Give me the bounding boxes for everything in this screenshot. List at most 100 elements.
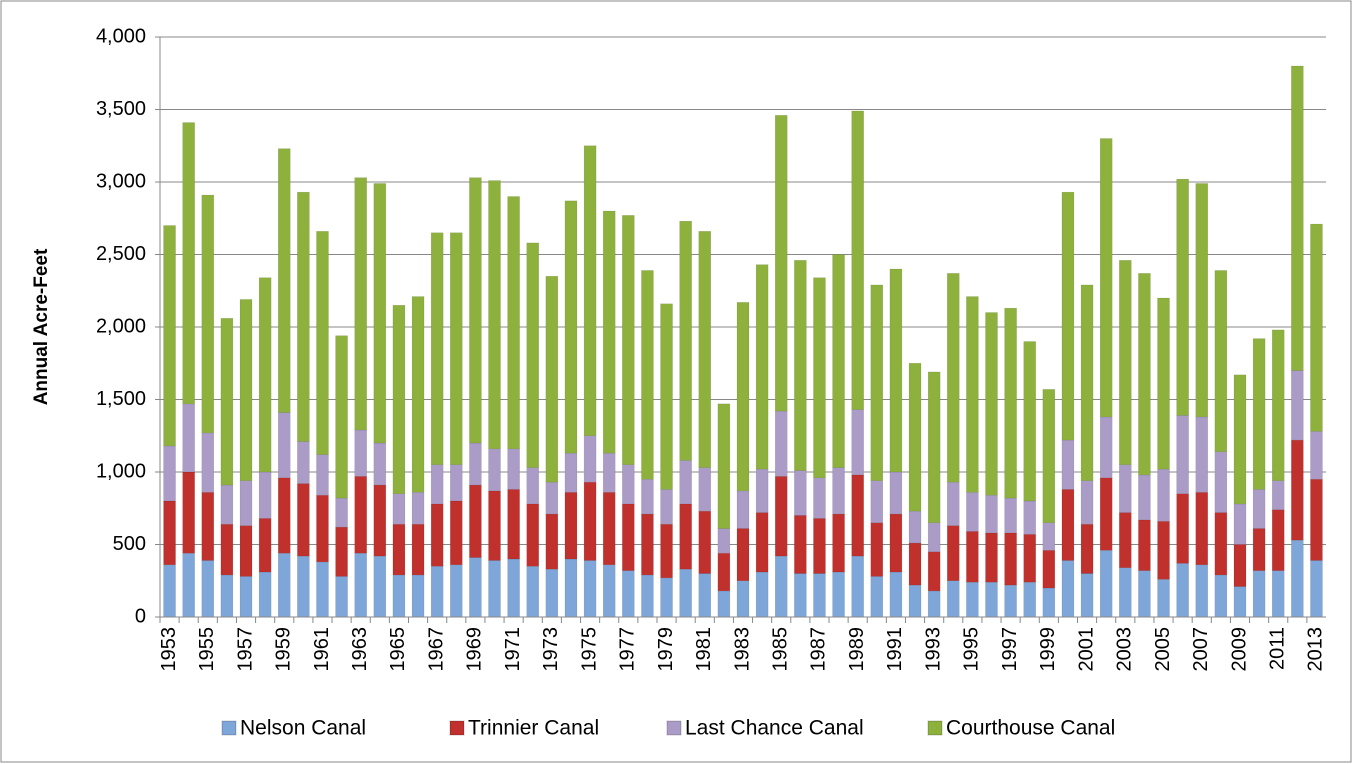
x-tick-label: 1963 [349, 627, 371, 672]
bar-segment [335, 526, 348, 577]
x-tick-label: 1991 [884, 627, 906, 672]
bar-segment [851, 474, 864, 557]
bar-segment [163, 564, 176, 618]
bar-segment [927, 522, 941, 552]
bar-segment [1023, 500, 1036, 535]
bar-segment [832, 467, 845, 515]
bar-segment [736, 302, 750, 492]
bar-segment [392, 493, 406, 525]
bar-segment [1271, 509, 1285, 571]
bar-segment [1271, 570, 1285, 618]
bar-segment [1214, 512, 1228, 576]
bar-segment [1214, 270, 1228, 452]
bar-segment [1252, 528, 1266, 571]
bar-segment [1252, 489, 1266, 529]
x-tick-label: 1983 [731, 627, 753, 672]
x-tick-label: 1993 [922, 627, 944, 672]
bar-segment [641, 479, 654, 515]
x-tick-label: 2011 [1266, 627, 1288, 670]
bar-segment [832, 254, 845, 468]
bar-segment [698, 231, 712, 468]
bar-segment [450, 464, 463, 502]
bar-segment [641, 574, 654, 618]
bar-segment [774, 555, 788, 618]
bar-segment [947, 580, 960, 618]
bar-segment [832, 513, 845, 573]
x-tick-label: 2009 [1228, 627, 1250, 672]
bar-segment [813, 277, 826, 479]
y-tick-label: 2,000 [96, 315, 146, 337]
y-tick-label: 4,000 [96, 25, 146, 47]
bar-segment [488, 560, 501, 618]
bar-segment [1099, 416, 1113, 479]
legend-swatch [221, 720, 237, 736]
x-tick-label: 1999 [1037, 627, 1059, 672]
bar-segment [1233, 586, 1247, 618]
bar-segment [201, 560, 215, 618]
bar-segment [1176, 415, 1189, 495]
bar-segment [220, 318, 234, 486]
bar-segment [602, 492, 616, 566]
bar-segment [813, 518, 826, 574]
y-tick-label: 0 [135, 605, 146, 627]
bar-segment [736, 528, 750, 581]
bar-segment [755, 468, 769, 513]
bar-segment [1138, 474, 1151, 521]
x-tick-label: 2005 [1152, 627, 1174, 672]
bar-segment [583, 435, 597, 483]
bar-segment [966, 581, 979, 618]
x-tick-label: 1973 [540, 627, 562, 672]
legend-swatch [666, 720, 682, 736]
x-tick-label: 1953 [158, 627, 180, 672]
bar-segment [1042, 522, 1056, 551]
bar-segment [927, 551, 941, 592]
bar-segment [660, 523, 673, 579]
bar-segment [163, 445, 176, 502]
bar-segment [870, 522, 884, 577]
bar-segment [1004, 584, 1017, 618]
bar-segment [450, 232, 463, 465]
bar-segment [908, 584, 922, 618]
bar-segment [1061, 191, 1075, 441]
bar-segment [870, 284, 884, 481]
bar-segment [985, 312, 998, 496]
bar-segment [258, 518, 272, 573]
bar-segment [1042, 550, 1056, 589]
bar-segment [1004, 532, 1017, 586]
x-tick-label: 1985 [770, 627, 792, 672]
bar-segment [1176, 178, 1189, 416]
bar-segment [1004, 497, 1017, 534]
x-tick-label: 1961 [311, 627, 333, 672]
bar-segment [660, 577, 673, 618]
bar-segment [1138, 570, 1151, 618]
bar-segment [1195, 492, 1209, 566]
bar-segment [277, 552, 291, 618]
bar-segment [373, 442, 387, 486]
y-tick-label: 1,500 [96, 388, 146, 410]
bar-segment [660, 303, 673, 490]
x-tick-label: 1967 [425, 627, 447, 672]
bar-segment [1061, 560, 1075, 618]
bar-segment [908, 363, 922, 512]
bar-segment [908, 542, 922, 586]
bar-segment [411, 296, 425, 493]
bar-segment [1291, 65, 1304, 371]
bar-segment [794, 470, 807, 516]
bar-segment [392, 574, 406, 618]
bar-segment [220, 523, 234, 576]
bar-segment [889, 513, 903, 573]
bar-segment [1119, 512, 1132, 568]
bar-segment [564, 200, 578, 454]
bar-segment [1195, 564, 1209, 618]
bar-segment [1291, 539, 1304, 618]
x-tick-label: 2001 [1075, 627, 1097, 672]
bar-segment [564, 558, 578, 618]
bar-segment [316, 561, 329, 618]
bar-segment [1023, 581, 1036, 618]
bar-segment [985, 532, 998, 583]
bar-segment [1023, 341, 1036, 502]
bar-segment [182, 122, 195, 405]
bar-segment [736, 490, 750, 529]
bar-segment [430, 566, 444, 618]
bar-segment [488, 180, 501, 450]
